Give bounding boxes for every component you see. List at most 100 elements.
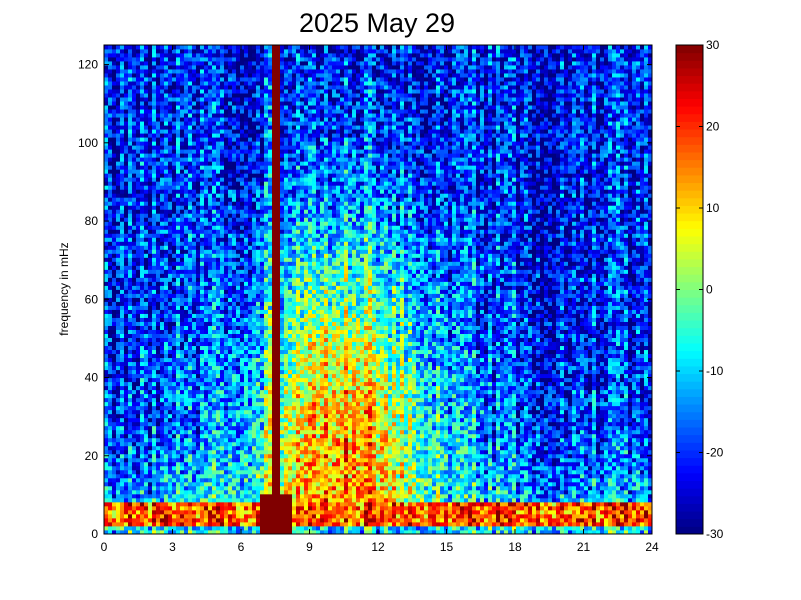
heatmap-cell bbox=[264, 361, 269, 367]
heatmap-cell bbox=[212, 341, 217, 347]
heatmap-cell bbox=[264, 337, 269, 343]
heatmap-cell bbox=[228, 197, 233, 202]
heatmap-cell bbox=[252, 125, 257, 130]
heatmap-cell bbox=[244, 329, 249, 334]
heatmap-cell bbox=[136, 125, 141, 130]
heatmap-cell bbox=[216, 393, 221, 399]
heatmap-cell bbox=[108, 125, 113, 130]
heatmap-cell bbox=[168, 197, 173, 202]
heatmap-cell bbox=[116, 405, 121, 411]
heatmap-cell bbox=[264, 89, 269, 94]
heatmap-cell bbox=[236, 209, 241, 214]
heatmap-cell bbox=[116, 249, 121, 254]
heatmap-cell bbox=[124, 201, 129, 206]
heatmap-cell bbox=[108, 253, 113, 258]
heatmap-cell bbox=[192, 513, 197, 519]
heatmap-cell bbox=[224, 157, 229, 162]
heatmap-cell bbox=[196, 421, 201, 427]
heatmap-cell bbox=[192, 257, 197, 262]
heatmap-cell bbox=[248, 205, 253, 210]
heatmap-cell bbox=[136, 313, 141, 318]
heatmap-cell bbox=[244, 521, 249, 527]
heatmap-cell bbox=[192, 145, 197, 150]
heatmap-cell bbox=[256, 297, 261, 302]
heatmap-cell bbox=[136, 353, 141, 359]
heatmap-cell bbox=[208, 65, 213, 70]
heatmap-cell bbox=[112, 165, 117, 170]
heatmap-cell bbox=[184, 113, 189, 118]
heatmap-cell bbox=[228, 205, 233, 210]
heatmap-cell bbox=[248, 485, 253, 491]
heatmap-cell bbox=[160, 529, 165, 535]
heatmap-cell bbox=[168, 469, 173, 475]
heatmap-cell bbox=[236, 233, 241, 238]
heatmap-cell bbox=[200, 133, 205, 138]
heatmap-cell bbox=[176, 273, 181, 278]
heatmap-cell bbox=[152, 345, 157, 351]
heatmap-cell bbox=[200, 101, 205, 106]
heatmap-cell bbox=[216, 361, 221, 367]
heatmap-cell bbox=[176, 421, 181, 427]
heatmap-cell bbox=[140, 341, 145, 347]
heatmap-cell bbox=[172, 421, 177, 427]
heatmap-cell bbox=[196, 305, 201, 310]
heatmap-cell bbox=[168, 529, 173, 535]
heatmap-cell bbox=[108, 333, 113, 338]
heatmap-cell bbox=[128, 253, 133, 258]
heatmap-cell bbox=[220, 133, 225, 138]
heatmap-cell bbox=[244, 281, 249, 286]
heatmap-cell bbox=[200, 505, 205, 511]
heatmap-cell bbox=[244, 353, 249, 359]
heatmap-cell bbox=[124, 185, 129, 190]
heatmap-cell bbox=[172, 57, 177, 62]
heatmap-cell bbox=[192, 409, 197, 415]
heatmap-cell bbox=[172, 341, 177, 347]
heatmap-cell bbox=[252, 221, 257, 226]
heatmap-cell bbox=[112, 245, 117, 250]
heatmap-cell bbox=[236, 369, 241, 375]
heatmap-cell bbox=[136, 101, 141, 106]
heatmap-cell bbox=[168, 289, 173, 294]
heatmap-cell bbox=[144, 385, 149, 391]
heatmap-cell bbox=[104, 57, 109, 62]
heatmap-cell bbox=[112, 473, 117, 479]
heatmap-cell bbox=[224, 345, 229, 351]
heatmap-cell bbox=[160, 97, 165, 102]
heatmap-cell bbox=[196, 261, 201, 266]
heatmap-cell bbox=[116, 345, 121, 351]
heatmap-cell bbox=[208, 477, 213, 483]
heatmap-cell bbox=[236, 193, 241, 198]
heatmap-cell bbox=[204, 181, 209, 186]
heatmap-cell bbox=[260, 149, 265, 154]
heatmap-cell bbox=[220, 121, 225, 126]
heatmap-cell bbox=[164, 89, 169, 94]
heatmap-cell bbox=[236, 397, 241, 403]
heatmap-cell bbox=[160, 61, 165, 66]
heatmap-cell bbox=[176, 341, 181, 347]
heatmap-cell bbox=[128, 353, 133, 359]
heatmap-cell bbox=[184, 281, 189, 286]
heatmap-cell bbox=[168, 465, 173, 471]
heatmap-cell bbox=[192, 505, 197, 511]
heatmap-cell bbox=[180, 325, 185, 330]
heatmap-cell bbox=[240, 457, 245, 463]
heatmap-cell bbox=[224, 221, 229, 226]
heatmap-cell bbox=[220, 177, 225, 182]
heatmap-cell bbox=[204, 413, 209, 419]
heatmap-cell bbox=[216, 453, 221, 459]
heatmap-cell bbox=[192, 425, 197, 431]
heatmap-cell bbox=[204, 101, 209, 106]
heatmap-cell bbox=[180, 437, 185, 443]
heatmap-cell bbox=[224, 265, 229, 270]
heatmap-cell bbox=[172, 337, 177, 343]
heatmap-cell bbox=[196, 529, 201, 535]
heatmap-cell bbox=[208, 137, 213, 142]
heatmap-cell bbox=[220, 77, 225, 82]
heatmap-cell bbox=[112, 489, 117, 495]
heatmap-cell bbox=[260, 53, 265, 58]
heatmap-cell bbox=[212, 257, 217, 262]
heatmap-cell bbox=[224, 133, 229, 138]
heatmap-cell bbox=[108, 73, 113, 78]
heatmap-cell bbox=[252, 329, 257, 334]
heatmap-cell bbox=[112, 513, 117, 519]
